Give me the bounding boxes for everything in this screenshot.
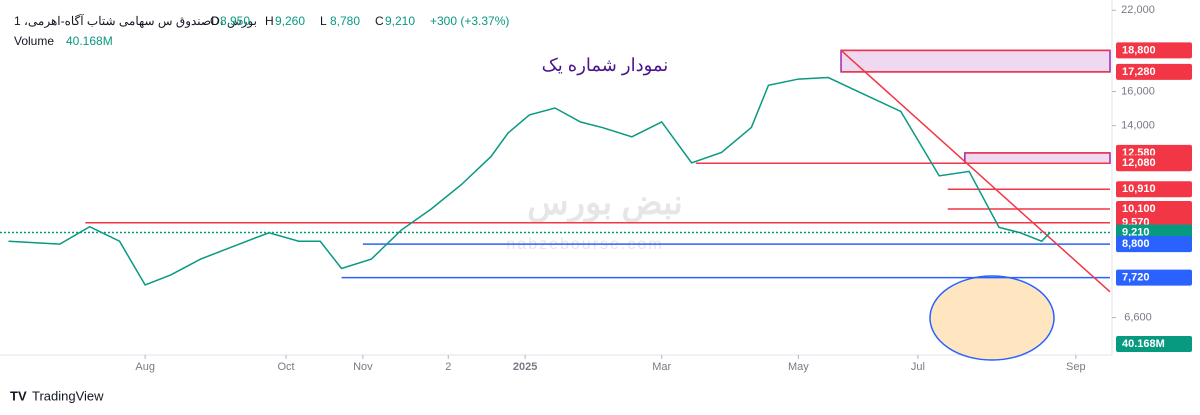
zone: [840, 49, 1111, 73]
x-tick-label: 2025: [513, 361, 537, 373]
y-tick-label: 14,000: [1121, 120, 1155, 132]
price-tag: [1116, 155, 1192, 172]
watermark: نبض بورس: [527, 184, 683, 223]
x-tick-label: Aug: [135, 361, 155, 373]
volume-highlight: [929, 275, 1055, 361]
y-tick-label: 6,600: [1124, 311, 1152, 323]
price-tag: [1116, 269, 1192, 286]
annotation: نمودار شماره یک: [542, 55, 669, 76]
price-tag-label: 8,800: [1122, 238, 1150, 250]
symbol: صندوق س سهامی شتاب آگاه-اهرمی، 1D، بورس: [14, 13, 257, 28]
ohlc-key: C: [375, 14, 384, 28]
ohlc-value: 9,210: [385, 14, 415, 28]
price-tag: [1116, 200, 1192, 217]
price-tag-label: 9,210: [1122, 226, 1150, 238]
brand: TradingView: [32, 388, 104, 403]
price-tag-label: 18,800: [1122, 44, 1156, 56]
price-tag: [1116, 181, 1192, 198]
price-tag-label: 10,910: [1122, 183, 1156, 195]
ohlc-value: 8,950: [220, 14, 250, 28]
ohlc-value: 9,260: [275, 14, 305, 28]
brand-logo: TV: [10, 388, 27, 403]
x-tick-label: May: [788, 361, 809, 373]
y-tick-label: 16,000: [1121, 85, 1155, 97]
price-tag: [1116, 42, 1192, 59]
trendline: [840, 49, 1111, 293]
y-tick-label: 22,000: [1121, 4, 1155, 16]
x-tick-label: Mar: [652, 361, 671, 373]
change: +300 (+3.37%): [430, 14, 509, 28]
price-tag-label: 10,100: [1122, 203, 1156, 215]
price-tag-label: 12,080: [1122, 157, 1156, 169]
price-tag: [1116, 63, 1192, 80]
price-tag-label: 7,720: [1122, 271, 1150, 283]
volume-label: Volume: [14, 34, 54, 48]
ohlc-value: 8,780: [330, 14, 360, 28]
zone: [964, 152, 1111, 165]
x-tick-label: Jul: [911, 361, 925, 373]
ohlc-key: L: [320, 14, 327, 28]
volume-tag-label: 40.168M: [1122, 338, 1165, 350]
price-tag: [1116, 236, 1192, 253]
ohlc-key: O: [210, 14, 219, 28]
x-tick-label: 2: [445, 361, 451, 373]
x-tick-label: Nov: [353, 361, 373, 373]
x-tick-label: Sep: [1066, 361, 1086, 373]
ohlc-key: H: [265, 14, 274, 28]
volume-value: 40.168M: [66, 34, 113, 48]
volume-tag: [1116, 336, 1192, 352]
x-tick-label: Oct: [277, 361, 294, 373]
price-line: [8, 76, 1051, 286]
price-tag-label: 17,280: [1122, 66, 1156, 78]
